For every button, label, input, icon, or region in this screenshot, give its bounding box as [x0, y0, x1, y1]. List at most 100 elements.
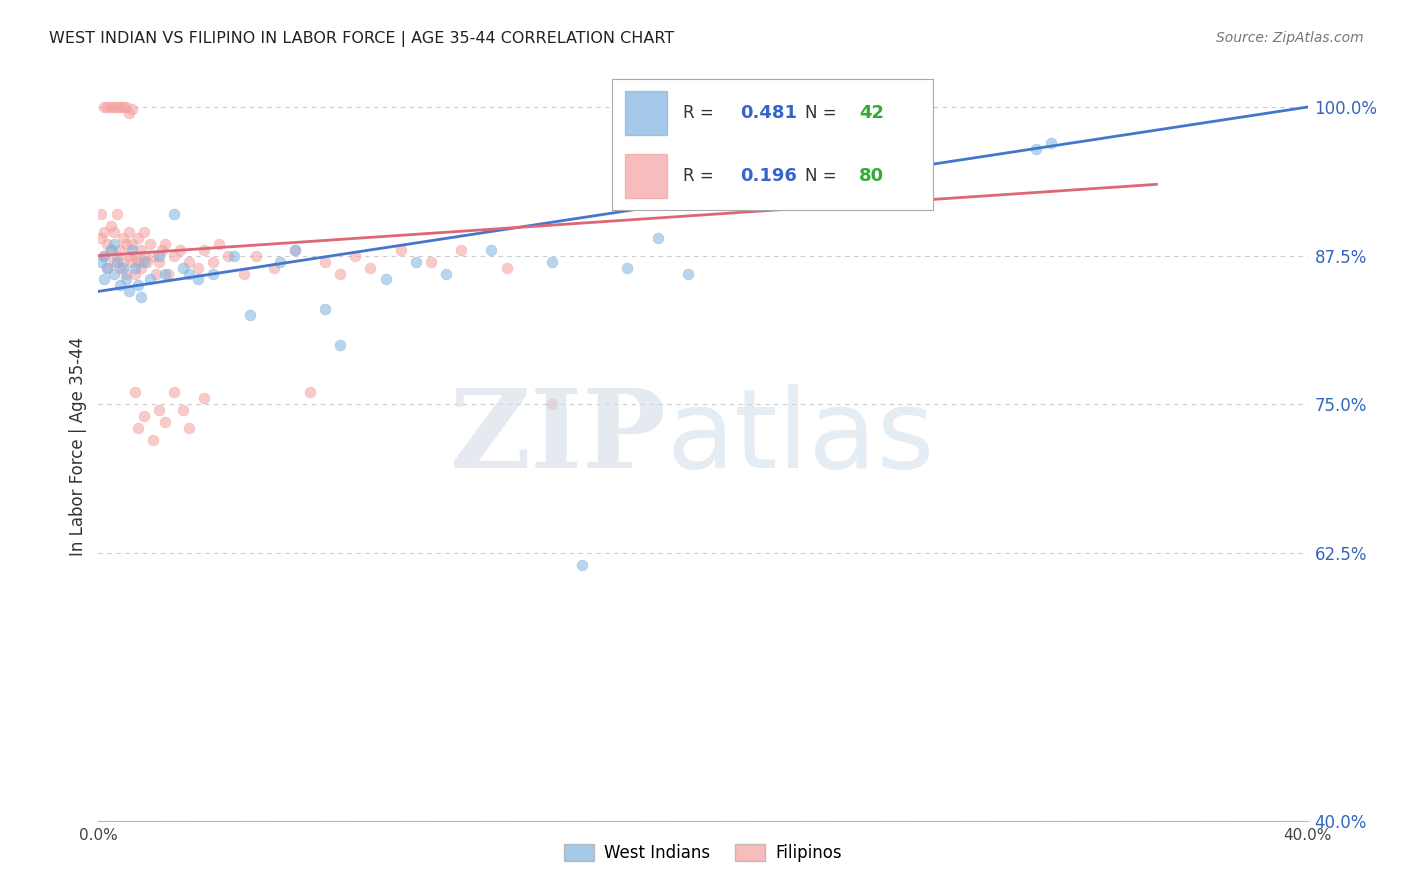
Point [450, 243, 472, 257]
Point [93, 100, 115, 114]
Point [163, 249, 186, 263]
Point [1024, 142, 1046, 156]
Text: Source: ZipAtlas.com: Source: ZipAtlas.com [1216, 31, 1364, 45]
Point [169, 243, 191, 257]
Point [96, 260, 118, 275]
Point [232, 267, 254, 281]
Point [571, 558, 593, 572]
Point [344, 249, 367, 263]
Point [314, 302, 336, 317]
Point [374, 272, 396, 286]
Point [105, 100, 128, 114]
Point [202, 254, 225, 268]
Point [111, 254, 134, 268]
Point [111, 260, 134, 275]
Legend: West Indians, Filipinos: West Indians, Filipinos [557, 837, 849, 869]
Y-axis label: In Labor Force | Age 35-44: In Labor Force | Age 35-44 [69, 336, 87, 556]
Point [239, 308, 262, 322]
Point [93, 249, 115, 263]
Point [179, 254, 201, 268]
Point [193, 392, 215, 406]
Point [93, 272, 115, 286]
Point [153, 236, 176, 251]
Point [187, 260, 209, 275]
Point [616, 260, 638, 275]
Point [329, 338, 352, 352]
Point [193, 243, 215, 257]
Point [148, 403, 170, 417]
Point [103, 236, 125, 251]
Point [299, 385, 322, 400]
Point [217, 249, 239, 263]
Point [329, 267, 352, 281]
Point [121, 254, 143, 268]
Point [90, 254, 112, 268]
Point [224, 249, 246, 263]
Point [127, 421, 149, 435]
Point [118, 285, 141, 299]
Point [132, 249, 155, 263]
Point [100, 100, 122, 114]
Point [148, 249, 170, 263]
Point [111, 231, 134, 245]
Point [105, 254, 128, 268]
Point [90, 231, 112, 245]
Point [150, 243, 173, 257]
Point [208, 236, 231, 251]
Point [676, 267, 699, 281]
Point [96, 236, 118, 251]
Point [127, 231, 149, 245]
Point [540, 397, 562, 411]
Point [139, 236, 162, 251]
Point [100, 243, 122, 257]
Text: ZIP: ZIP [450, 384, 666, 491]
Point [108, 100, 131, 114]
Point [124, 385, 146, 400]
Point [103, 225, 125, 239]
Point [124, 267, 146, 281]
Point [105, 207, 128, 221]
Point [124, 260, 146, 275]
Point [103, 254, 125, 268]
Point [495, 260, 517, 275]
Point [263, 260, 285, 275]
Point [108, 278, 131, 293]
Point [153, 267, 176, 281]
Point [647, 231, 669, 245]
Point [121, 103, 143, 117]
Point [100, 243, 122, 257]
Point [139, 272, 162, 286]
Point [129, 290, 152, 304]
Point [142, 249, 165, 263]
Point [105, 249, 128, 263]
Point [108, 260, 131, 275]
Point [114, 272, 136, 286]
Point [114, 100, 136, 114]
Point [132, 254, 155, 268]
Point [284, 243, 307, 257]
Point [127, 278, 149, 293]
Point [163, 207, 186, 221]
Point [121, 236, 143, 251]
Point [156, 267, 179, 281]
Point [148, 254, 170, 268]
Point [129, 243, 152, 257]
Point [405, 254, 427, 268]
Point [172, 260, 194, 275]
Point [103, 267, 125, 281]
Point [540, 254, 562, 268]
Point [481, 243, 503, 257]
Point [96, 260, 118, 275]
Point [103, 100, 125, 114]
Point [1039, 136, 1062, 150]
Point [135, 254, 157, 268]
Point [111, 100, 134, 114]
Point [124, 249, 146, 263]
Point [145, 267, 167, 281]
Point [90, 207, 112, 221]
Point [96, 100, 118, 114]
Text: WEST INDIAN VS FILIPINO IN LABOR FORCE | AGE 35-44 CORRELATION CHART: WEST INDIAN VS FILIPINO IN LABOR FORCE |… [49, 31, 675, 47]
Point [269, 254, 291, 268]
Point [434, 267, 457, 281]
Point [93, 225, 115, 239]
